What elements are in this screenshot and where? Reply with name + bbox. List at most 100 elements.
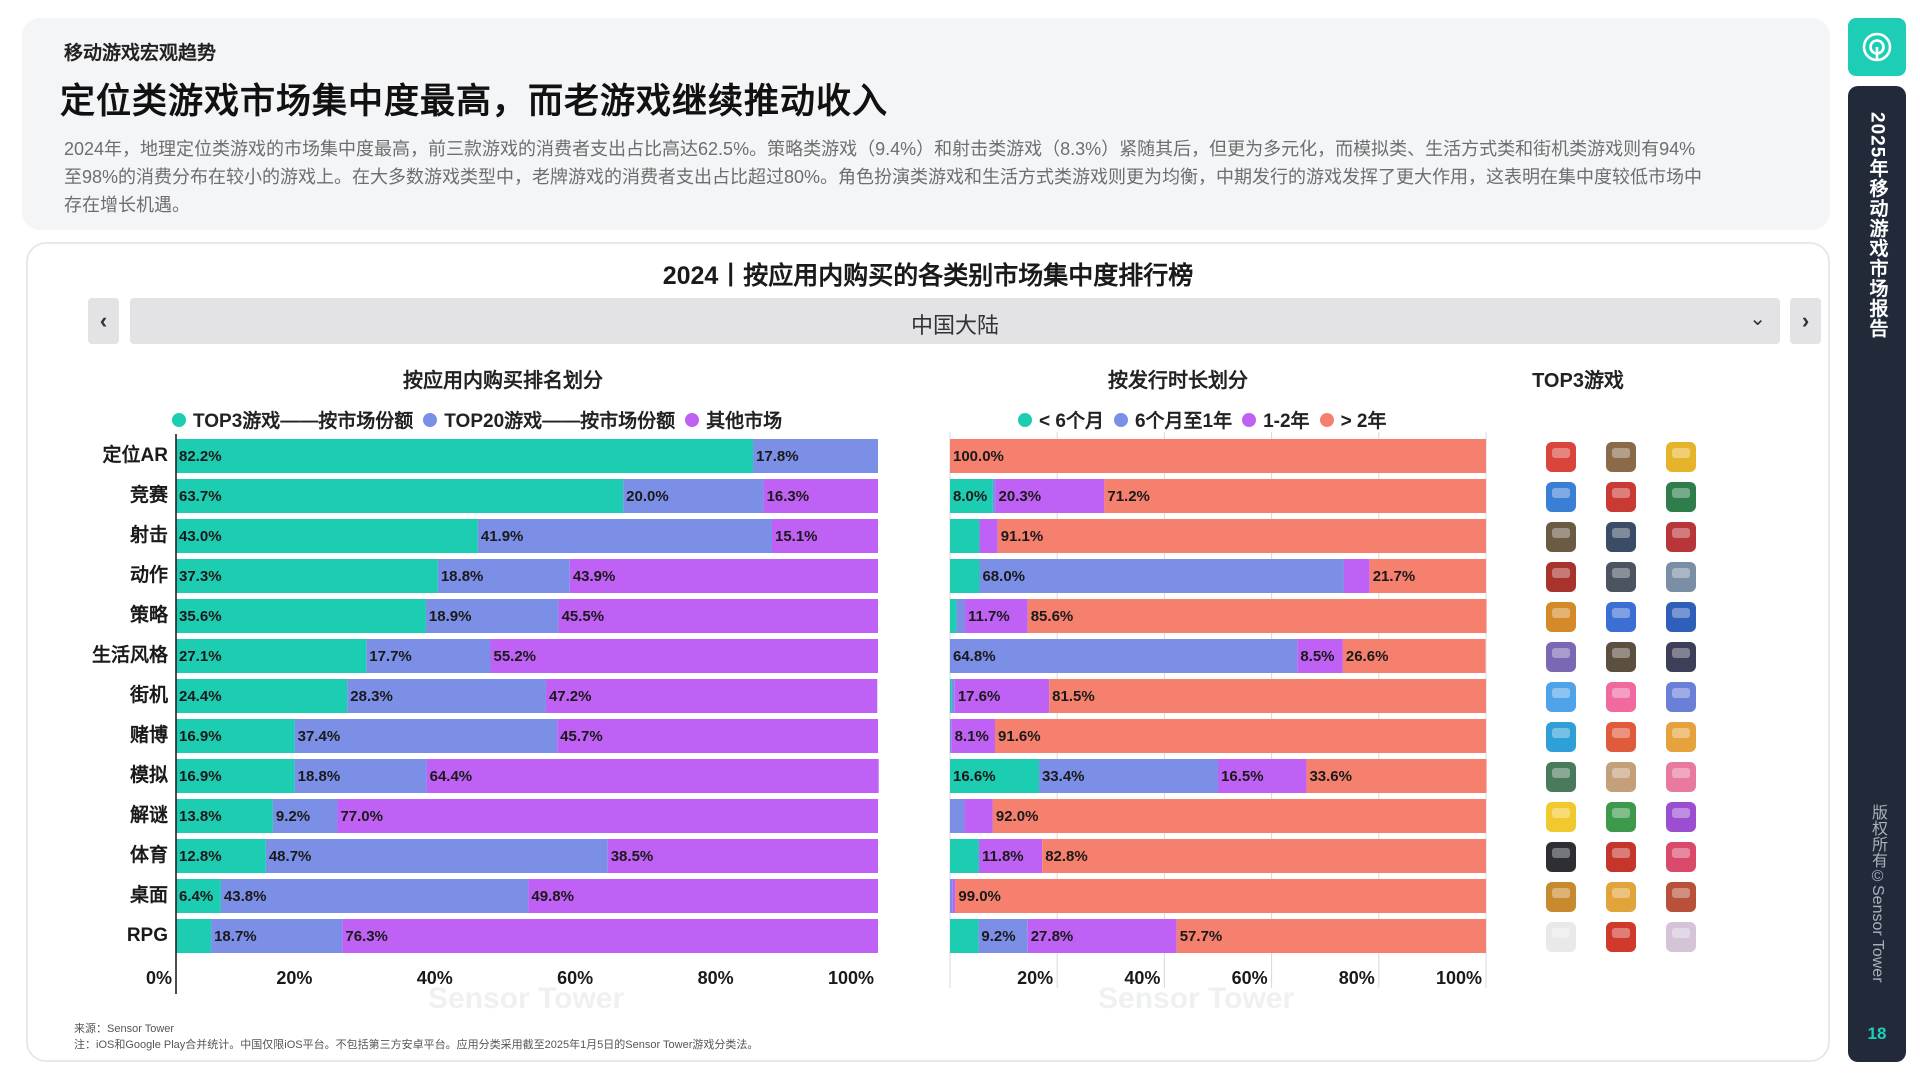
data-label: 57.7%	[1180, 928, 1223, 945]
tick-label: 40%	[417, 968, 453, 988]
bar-segment	[528, 879, 878, 913]
data-label: 9.2%	[276, 808, 310, 825]
top3-game-icon-highlight	[1612, 928, 1630, 938]
bar-segment	[954, 679, 1050, 713]
bar-segment	[1176, 919, 1486, 953]
data-label: 16.9%	[179, 768, 222, 785]
data-label: 12.8%	[179, 848, 222, 865]
next-region-button[interactable]: ›	[1790, 298, 1821, 344]
bar-segment	[211, 919, 343, 953]
top3-game-icon	[1666, 602, 1696, 632]
bar-segment	[771, 519, 878, 553]
chevron-down-icon: ⌄	[1749, 308, 1766, 330]
bar-segment	[995, 479, 1105, 513]
left-legend: TOP3游戏——按市场份额 TOP20游戏——按市场份额 其他市场	[172, 406, 792, 433]
bar-segment	[425, 599, 559, 633]
bar-segment	[1104, 479, 1486, 513]
bar-segment	[1342, 639, 1486, 673]
legend-item: < 6个月	[1018, 406, 1104, 433]
legend-item: 6个月至1年	[1113, 406, 1232, 433]
tick-label: 100%	[1436, 968, 1482, 988]
bar-segment	[978, 919, 1028, 953]
bar-segment	[1027, 919, 1177, 953]
top3-game-icon-highlight	[1612, 648, 1630, 658]
bar-segment	[950, 479, 993, 513]
bar-segment	[337, 799, 879, 833]
data-label: 33.6%	[1309, 768, 1352, 785]
bar-segment	[176, 639, 367, 673]
tick-label: 80%	[1339, 968, 1375, 988]
bar-segment	[950, 439, 1486, 473]
top3-game-icon	[1606, 682, 1636, 712]
top3-game-icon	[1546, 482, 1576, 512]
top3-game-icon	[1606, 602, 1636, 632]
category-label: 策略	[130, 603, 169, 626]
prev-region-button[interactable]: ‹	[88, 298, 119, 344]
chevron-left-icon: ‹	[99, 308, 108, 333]
data-label: 35.6%	[179, 608, 222, 625]
top3-game-icon	[1666, 842, 1696, 872]
legend-item: TOP3游戏——按市场份额	[172, 406, 413, 433]
bar-segment	[426, 759, 879, 793]
top3-game-icon-highlight	[1552, 688, 1570, 698]
bar-segment	[964, 799, 993, 833]
category-label: 生活风格	[92, 643, 169, 666]
bar-segment	[952, 879, 956, 913]
top3-game-icon	[1606, 762, 1636, 792]
top3-game-icon-highlight	[1612, 608, 1630, 618]
data-label: 45.5%	[562, 608, 605, 625]
data-label: 33.4%	[1042, 768, 1085, 785]
data-label: 17.7%	[369, 648, 412, 665]
top3-game-icon	[1546, 842, 1576, 872]
bar-segment	[294, 759, 427, 793]
top3-game-icon-highlight	[1672, 488, 1690, 498]
bar-segment	[545, 679, 878, 713]
top3-game-icon-highlight	[1612, 688, 1630, 698]
data-label: 85.6%	[1031, 608, 1074, 625]
data-label: 18.8%	[298, 768, 341, 785]
data-label: 20.0%	[626, 488, 669, 505]
top3-game-icon-highlight	[1672, 648, 1690, 658]
top3-game-icon	[1606, 642, 1636, 672]
category-label: 模拟	[130, 763, 168, 786]
bar-segment	[1306, 759, 1487, 793]
top3-game-icon-highlight	[1672, 728, 1690, 738]
tick-label: 20%	[276, 968, 312, 988]
top3-game-icon-highlight	[1612, 768, 1630, 778]
data-label: 6.4%	[179, 888, 213, 905]
data-label: 45.7%	[560, 728, 603, 745]
data-label: 63.7%	[179, 488, 222, 505]
legend-dot	[1018, 412, 1032, 427]
report-title: 2025年移动游戏市场报告	[1866, 112, 1888, 339]
top3-game-icon-highlight	[1612, 488, 1630, 498]
legend-item: > 2年	[1319, 406, 1387, 433]
data-label: 8.1%	[955, 728, 989, 745]
top3-game-icon	[1666, 762, 1696, 792]
bar-segment	[950, 559, 980, 593]
top3-game-icon-highlight	[1552, 728, 1570, 738]
top3-game-icon-highlight	[1612, 528, 1630, 538]
data-label: 92.0%	[996, 808, 1039, 825]
data-label: 13.8%	[179, 808, 222, 825]
top3-game-icon	[1546, 522, 1576, 552]
bar-segment	[1042, 839, 1486, 873]
bar-segment	[176, 879, 221, 913]
top3-game-icon	[1546, 762, 1576, 792]
bar-segment	[950, 679, 952, 713]
top3-game-icon-highlight	[1672, 928, 1690, 938]
top3-game-icon	[1546, 802, 1576, 832]
section-label: 移动游戏宏观趋势	[64, 43, 217, 64]
tick-label: 40%	[1124, 968, 1160, 988]
top3-game-icon	[1606, 442, 1636, 472]
top3-game-icon	[1546, 562, 1576, 592]
bar-segment	[176, 719, 295, 753]
data-label: 16.9%	[179, 728, 222, 745]
data-label: 49.8%	[531, 888, 574, 905]
data-label: 100.0%	[953, 448, 1004, 465]
top3-game-icon-highlight	[1552, 768, 1570, 778]
top3-game-icon	[1606, 722, 1636, 752]
region-select[interactable]: 中国大陆 ⌄	[130, 298, 1780, 344]
data-label: 77.0%	[340, 808, 383, 825]
data-label: 43.9%	[573, 568, 616, 585]
